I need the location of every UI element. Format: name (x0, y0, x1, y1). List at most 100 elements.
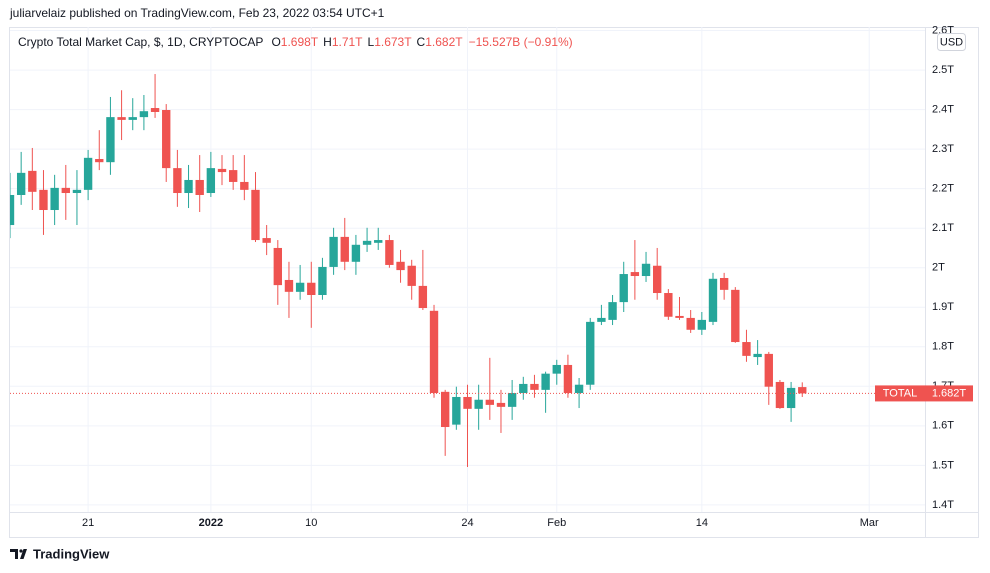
x-tick-label: Feb (547, 517, 566, 529)
y-tick-label: 2.3T (932, 143, 954, 155)
chart-frame (9, 27, 979, 538)
x-tick-label: 24 (461, 517, 473, 529)
y-tick-label: 1.5T (932, 459, 954, 471)
candle-body (474, 399, 483, 409)
candle-body (61, 187, 70, 194)
candle-body (764, 353, 773, 387)
currency-badge[interactable] (937, 33, 966, 51)
y-tick-label: 2.5T (932, 64, 954, 76)
y-tick-label: 2.4T (932, 104, 954, 116)
y-tick-label: 2.2T (932, 183, 954, 195)
legend-key: C (417, 35, 426, 49)
candle-body (641, 263, 651, 277)
candle-body (251, 189, 260, 241)
candle-body (10, 194, 15, 226)
legend-value: 1.71T (332, 35, 363, 49)
candle-body (307, 282, 316, 295)
tradingview-logo (10, 549, 27, 559)
candle-body (329, 236, 338, 267)
x-tick-label: 10 (305, 517, 317, 529)
candle-body (385, 240, 394, 265)
candle-body (541, 373, 550, 390)
candle-body (753, 353, 762, 358)
candle-body (798, 387, 807, 394)
price-value-label: 1.682T (932, 387, 967, 399)
candle-body (485, 399, 495, 405)
candle-body (697, 319, 707, 330)
candle-body (653, 265, 662, 294)
candle-body (295, 282, 305, 292)
legend-change: −15.527B (−0.91%) (469, 35, 573, 49)
candle-body (619, 274, 628, 303)
candle-body (597, 317, 606, 322)
y-tick-label: 2.1T (932, 222, 954, 234)
y-tick-label: 1.8T (932, 341, 954, 353)
candle-body (83, 157, 93, 190)
overlay: 1.4T1.5T1.6T1.7T1.8T1.9T2T2.1T2.2T2.3T2.… (10, 24, 973, 529)
candle-body (440, 391, 450, 428)
y-tick-label: 1.4T (932, 499, 954, 511)
candle-body (452, 396, 461, 425)
candle-body (507, 393, 517, 407)
candle-body (217, 168, 227, 173)
published-line: juliarvelaiz published on TradingView.co… (9, 6, 385, 20)
candle-body (50, 187, 59, 211)
candle-body (273, 247, 282, 286)
legend-symbol: Crypto Total Market Cap, $, 1D, CRYPTOCA… (18, 35, 263, 49)
x-tick-label: 2022 (199, 517, 223, 529)
candle-body (184, 179, 193, 194)
legend-key: H (323, 35, 332, 49)
candle-body (28, 170, 37, 192)
legend: Crypto Total Market Cap, $, 1D, CRYPTOCA… (18, 35, 573, 49)
candle-body (39, 189, 48, 211)
candle-body (708, 278, 718, 322)
candle-body (228, 170, 238, 182)
y-tick-label: 1.9T (932, 301, 954, 313)
candle-body (240, 181, 249, 190)
candle-body (574, 384, 584, 394)
candle-body (150, 108, 160, 112)
candles (10, 74, 807, 467)
price-name-tag (875, 385, 925, 402)
candle-body (407, 265, 416, 286)
candle-body (664, 293, 673, 317)
y-tick-label: 1.6T (932, 420, 954, 432)
candle-body (340, 236, 349, 262)
legend-value: 1.682T (425, 35, 463, 49)
candle-body (731, 289, 740, 343)
candle-body (162, 110, 171, 169)
x-tick-label: Mar (860, 517, 879, 529)
candle-body (396, 261, 405, 271)
legend-value: 1.698T (281, 35, 319, 49)
legend-key: O (271, 35, 280, 49)
currency-label: USD (940, 36, 963, 48)
legend-key: L (368, 35, 375, 49)
candle-body (463, 396, 472, 409)
footer-brand: TradingView (33, 546, 110, 561)
candle-body (496, 402, 506, 407)
y-tick-label: 2T (932, 262, 945, 274)
candle-body (608, 302, 617, 320)
candle-body (630, 272, 640, 277)
candle-body (284, 279, 294, 292)
price-value-tag (925, 385, 973, 402)
candle-body (530, 383, 539, 390)
candle-body (95, 159, 104, 163)
candle-body (586, 321, 595, 385)
candle-body (418, 285, 428, 309)
candle-body (742, 342, 751, 356)
price-name-label: TOTAL (883, 387, 917, 399)
candle-body (128, 117, 137, 120)
candle-body (362, 240, 372, 245)
candle-body (786, 387, 796, 409)
candle-body (563, 364, 573, 394)
candle-body (206, 168, 216, 194)
candle-body (16, 172, 26, 195)
legend-value: 1.673T (374, 35, 412, 49)
candle-body (72, 189, 82, 194)
candle-body (262, 238, 271, 243)
candle-body (117, 117, 126, 120)
x-tick-label: 14 (696, 517, 708, 529)
candle-body (429, 310, 439, 394)
